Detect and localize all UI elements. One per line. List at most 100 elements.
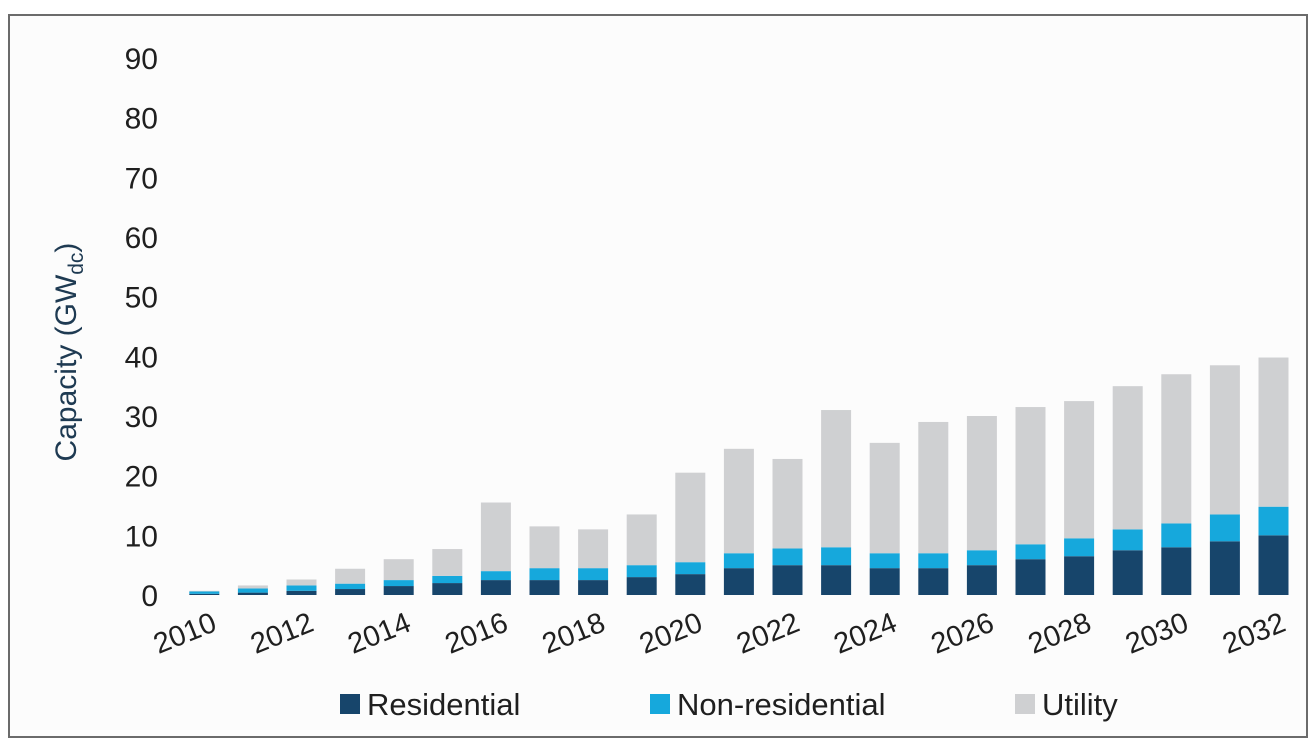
bar-residential-2025: [918, 568, 949, 595]
y-tick-label: 10: [125, 520, 158, 553]
bar-non-residential-2014: [383, 580, 414, 587]
bar-utility-2017: [529, 526, 560, 569]
bar-residential-2026: [966, 565, 997, 595]
bar-residential-2023: [821, 565, 852, 595]
y-tick-label: 80: [125, 103, 158, 136]
legend-label-non-residential: Non-residential: [677, 687, 886, 722]
bar-non-residential-2029: [1112, 529, 1143, 551]
bar-residential-2032: [1258, 535, 1289, 595]
bar-residential-2013: [335, 589, 366, 595]
bar-utility-2021: [723, 448, 754, 554]
bar-residential-2015: [432, 583, 463, 595]
bar-utility-2016: [480, 502, 511, 572]
bar-utility-2011: [237, 585, 268, 589]
x-tick-label: 2018: [538, 607, 610, 661]
y-tick-label: 70: [125, 162, 158, 195]
bar-utility-2019: [626, 514, 657, 566]
bar-utility-2029: [1112, 386, 1143, 530]
bar-residential-2031: [1209, 541, 1240, 595]
y-axis-ticks: 0 10 20 30 40 50 60 70 80 90: [125, 43, 158, 613]
bar-residential-2030: [1161, 547, 1192, 595]
bar-utility-2031: [1209, 365, 1240, 515]
bar-utility-2027: [1015, 407, 1046, 545]
bar-utility-2013: [335, 568, 366, 584]
bar-non-residential-2018: [578, 568, 609, 581]
y-tick-label: 60: [125, 222, 158, 255]
bar-residential-2014: [383, 586, 414, 595]
x-tick-label: 2024: [830, 607, 902, 661]
bar-non-residential-2015: [432, 575, 463, 584]
y-tick-label: 90: [125, 43, 158, 76]
legend-label-utility: Utility: [1042, 687, 1118, 722]
y-tick-label: 50: [125, 282, 158, 315]
bar-residential-2022: [772, 565, 803, 595]
bar-non-residential-2028: [1064, 538, 1095, 557]
bar-utility-2022: [772, 458, 803, 549]
x-tick-label: 2032: [1218, 607, 1290, 661]
bar-residential-2010: [189, 593, 220, 595]
bar-utility-2014: [383, 559, 414, 581]
bar-residential-2017: [529, 580, 560, 595]
bar-utility-2032: [1258, 357, 1289, 507]
x-tick-label: 2012: [246, 607, 318, 661]
bar-non-residential-2027: [1015, 544, 1046, 560]
bar-residential-2012: [286, 590, 317, 595]
y-axis-label: Capacity (GWdc): [50, 243, 88, 462]
bar-residential-2018: [578, 580, 609, 595]
y-tick-label: 40: [125, 341, 158, 374]
bar-residential-2027: [1015, 559, 1046, 595]
bar-residential-2016: [480, 580, 511, 595]
bar-non-residential-2032: [1258, 506, 1289, 536]
legend-swatch-residential: [340, 694, 360, 714]
legend-label-residential: Residential: [367, 687, 520, 722]
bar-residential-2024: [869, 568, 900, 595]
bar-non-residential-2016: [480, 571, 511, 581]
bar-residential-2021: [723, 568, 754, 595]
bar-non-residential-2021: [723, 553, 754, 569]
bar-non-residential-2025: [918, 553, 949, 569]
chart-frame: [8, 14, 1308, 738]
bar-non-residential-2026: [966, 550, 997, 566]
bar-non-residential-2030: [1161, 523, 1192, 548]
x-tick-label: 2020: [635, 607, 707, 661]
bar-non-residential-2022: [772, 548, 803, 566]
bar-non-residential-2019: [626, 565, 657, 578]
bar-residential-2020: [675, 574, 706, 595]
bar-non-residential-2017: [529, 568, 560, 581]
y-tick-label: 20: [125, 461, 158, 494]
bar-utility-2028: [1064, 401, 1095, 539]
bar-non-residential-2011: [237, 588, 268, 593]
bar-utility-2010: [189, 590, 220, 592]
legend-swatch-non-residential: [650, 694, 670, 714]
bar-utility-2023: [821, 410, 852, 548]
bar-utility-2026: [966, 416, 997, 551]
bar-utility-2020: [675, 472, 706, 563]
bar-utility-2025: [918, 421, 949, 554]
bar-utility-2012: [286, 579, 317, 586]
bar-utility-2018: [578, 529, 609, 569]
bar-utility-2015: [432, 549, 463, 576]
x-tick-label: 2016: [441, 607, 513, 661]
bar-utility-2024: [869, 442, 900, 554]
y-tick-label: 30: [125, 401, 158, 434]
bar-non-residential-2012: [286, 585, 317, 591]
bar-residential-2028: [1064, 556, 1095, 595]
bar-non-residential-2020: [675, 562, 706, 575]
x-tick-label: 2028: [1024, 607, 1096, 661]
bar-non-residential-2010: [189, 591, 220, 594]
x-tick-label: 2022: [732, 607, 804, 661]
x-axis-ticks: 2010 2012 2014 2016 2018 2020 2022 2024 2026 2028…: [149, 607, 1290, 661]
bar-residential-2011: [237, 592, 268, 595]
bar-non-residential-2024: [869, 553, 900, 569]
bar-utility-2030: [1161, 374, 1192, 524]
x-tick-label: 2010: [149, 607, 221, 661]
y-tick-label: 0: [141, 580, 158, 613]
bar-residential-2029: [1112, 550, 1143, 595]
bar-non-residential-2031: [1209, 514, 1240, 542]
legend-swatch-utility: [1015, 694, 1035, 714]
bar-non-residential-2023: [821, 547, 852, 566]
x-tick-label: 2014: [344, 607, 416, 661]
x-tick-label: 2030: [1121, 607, 1193, 661]
x-tick-label: 2026: [927, 607, 999, 661]
